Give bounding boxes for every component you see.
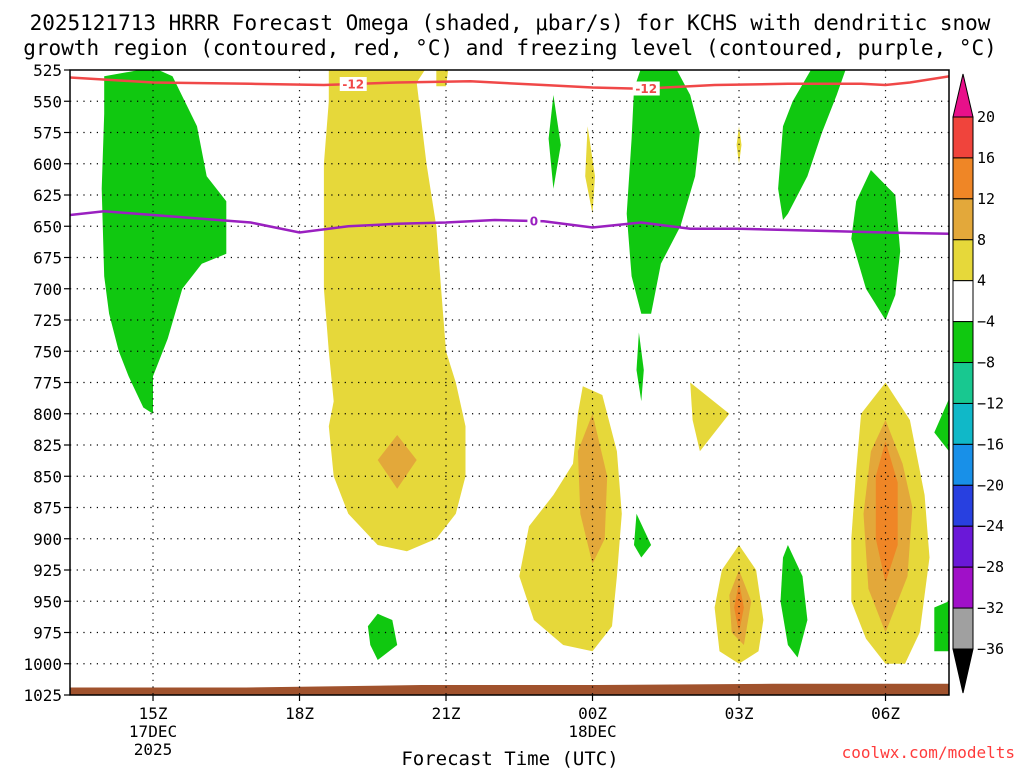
omega-region-0	[101, 70, 227, 414]
colorbar-bin-13	[952, 607, 974, 650]
omega-region-14	[690, 382, 730, 452]
omega-region-5	[585, 126, 595, 214]
y-tick-label-925: 925	[33, 561, 62, 580]
omega-region-7	[577, 413, 608, 564]
colorbar-bin-3	[952, 198, 974, 241]
colorbar-bin-5	[952, 280, 974, 323]
y-tick-label-575: 575	[33, 124, 62, 143]
freezing-contour-label-0: 0	[530, 215, 538, 229]
surface-band	[70, 683, 949, 695]
x-tick-label-00Z: 00Z	[578, 704, 607, 723]
x-tick-label-18Z: 18Z	[285, 704, 314, 723]
colorbar-tick-8: −16	[977, 435, 1004, 453]
y-tick-label-625: 625	[33, 186, 62, 205]
dendritic-contour-label-0: -12	[342, 78, 364, 92]
y-tick-label-950: 950	[33, 592, 62, 611]
y-tick-label-775: 775	[33, 374, 62, 393]
omega-region-8	[626, 70, 700, 314]
colorbar-bin-1	[952, 116, 974, 159]
colorbar-tick-5: −4	[977, 313, 995, 331]
omega-region-17	[734, 582, 744, 633]
colorbar-tick-2: 12	[977, 190, 995, 208]
colorbar-bin-7	[952, 362, 974, 404]
x-tick-label-15Z: 15Z	[139, 704, 168, 723]
colorbar-bin-12	[952, 566, 974, 609]
y-tick-label-700: 700	[33, 280, 62, 299]
x-tick-label-21Z: 21Z	[432, 704, 461, 723]
colorbar-tick-7: −12	[977, 394, 1004, 412]
dendritic-contour-label-1: -12	[635, 82, 657, 96]
y-tick-label-525: 525	[33, 61, 62, 80]
colorbar-tick-11: −28	[977, 558, 1004, 576]
contour-lines: -12 -12 0	[70, 75, 949, 236]
colorbar-tick-10: −24	[977, 517, 1004, 535]
x-tick-date-15Z: 17DEC	[129, 722, 177, 741]
freezing-contour-label-bg-0	[527, 214, 541, 228]
omega-region-24	[367, 613, 398, 660]
colorbar-bin-10	[952, 484, 974, 527]
y-tick-label-725: 725	[33, 311, 62, 330]
y-axis-pressure: 525 550 575 600 625 650 675 700 725 750 775 800 825 8…	[23, 61, 70, 705]
omega-region-12	[851, 170, 901, 320]
colorbar-bin-bottom	[952, 648, 974, 694]
y-tick-label-1025: 1025	[23, 686, 62, 705]
colorbar-bin-9	[952, 443, 974, 486]
omega-region-10	[634, 513, 652, 558]
y-tick-label-750: 750	[33, 342, 62, 361]
colorbar-bin-4	[952, 239, 974, 282]
omega-region-11	[778, 70, 846, 220]
colorbar-tick-4: 4	[977, 272, 986, 290]
dendritic-contour-label-bg-1	[632, 81, 660, 96]
omega-region-2	[377, 435, 417, 489]
x-axis-label: Forecast Time (UTC)	[401, 748, 618, 768]
y-tick-label-550: 550	[33, 92, 62, 111]
y-tick-label-975: 975	[33, 624, 62, 643]
omega-region-13	[736, 126, 742, 164]
colorbar-bin-8	[952, 402, 974, 445]
colorbar-bin-2	[952, 157, 974, 200]
y-tick-label-850: 850	[33, 467, 62, 486]
y-tick-label-600: 600	[33, 155, 62, 174]
x-tick-date-00Z: 18DEC	[568, 722, 616, 741]
omega-region-9	[636, 332, 644, 402]
colorbar-bin-6	[952, 321, 974, 364]
colorbar-tick-12: −32	[977, 599, 1004, 617]
colorbar-tick-6: −8	[977, 354, 995, 372]
y-tick-label-875: 875	[33, 499, 62, 518]
colorbar-tick-9: −20	[977, 476, 1004, 494]
dendritic-contour-label-bg-0	[339, 77, 367, 91]
surface-terrain	[70, 683, 949, 695]
y-tick-label-800: 800	[33, 405, 62, 424]
colorbar-tick-13: −36	[977, 640, 1004, 658]
chart-title-line-2: growth region (contoured, red, °C) and f…	[23, 36, 997, 60]
y-tick-label-1000: 1000	[23, 655, 62, 674]
omega-region-1	[323, 70, 466, 552]
colorbar-tick-0: 20	[977, 108, 995, 126]
y-tick-label-650: 650	[33, 217, 62, 236]
y-tick-label-900: 900	[33, 530, 62, 549]
colorbar-tick-1: 16	[977, 149, 995, 167]
y-tick-label-675: 675	[33, 249, 62, 268]
omega-region-4	[548, 95, 561, 189]
colorbar-legend: 20 16 12 8 4 −4 −8 −12 −16 −20 −24 −28 −32 −36	[952, 73, 1004, 694]
credit-text: coolwx.com/modelts	[842, 743, 1015, 762]
x-tick-year-15Z: 2025	[134, 740, 173, 759]
freezing-contour-line	[70, 210, 949, 236]
x-tick-label-03Z: 03Z	[725, 704, 754, 723]
dendritic-contour-line	[70, 75, 949, 91]
omega-shading	[101, 70, 949, 664]
colorbar-bin-11	[952, 525, 974, 568]
omega-region-22	[934, 398, 949, 452]
omega-region-23	[934, 601, 949, 652]
colorbar-tick-3: 8	[977, 231, 986, 249]
chart-title-line-1: 2025121713 HRRR Forecast Omega (shaded, …	[30, 11, 991, 35]
y-tick-label-825: 825	[33, 436, 62, 455]
x-tick-label-06Z: 06Z	[871, 704, 900, 723]
